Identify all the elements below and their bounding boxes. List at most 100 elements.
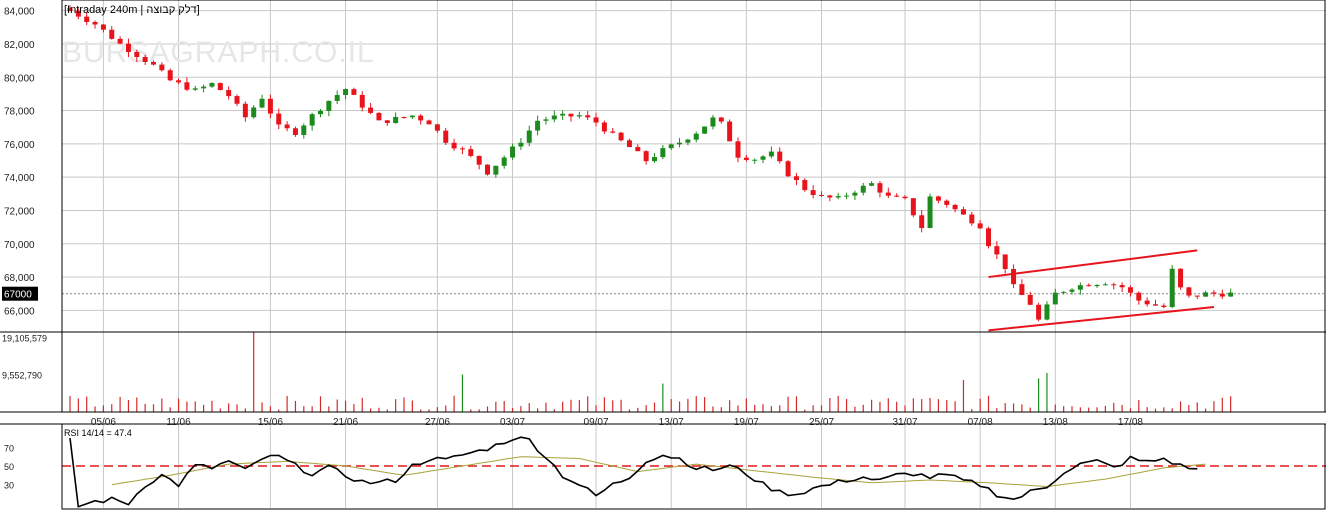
candle[interactable] <box>476 155 482 170</box>
candle[interactable] <box>393 112 399 124</box>
candle[interactable] <box>1186 287 1192 298</box>
candle[interactable] <box>1027 291 1033 306</box>
candle[interactable] <box>334 90 340 105</box>
candle[interactable] <box>1069 288 1075 295</box>
candle[interactable] <box>309 112 315 131</box>
candle[interactable] <box>944 199 950 208</box>
candle[interactable] <box>1036 302 1042 322</box>
candle[interactable] <box>977 220 983 229</box>
candle[interactable] <box>710 115 716 130</box>
candle[interactable] <box>234 94 240 107</box>
candle[interactable] <box>301 123 307 139</box>
candle[interactable] <box>117 36 123 45</box>
candle[interactable] <box>760 155 766 164</box>
candle[interactable] <box>960 206 966 216</box>
candle[interactable] <box>693 131 699 143</box>
candle[interactable] <box>777 147 783 164</box>
candle[interactable] <box>1169 265 1175 309</box>
candle[interactable] <box>1211 290 1217 297</box>
candle[interactable] <box>585 111 591 121</box>
candle[interactable] <box>660 144 666 160</box>
candle[interactable] <box>192 85 198 91</box>
candle[interactable] <box>919 210 925 233</box>
candle[interactable] <box>92 20 98 29</box>
candle[interactable] <box>819 191 824 197</box>
candle[interactable] <box>910 197 916 218</box>
candle[interactable] <box>1219 289 1225 299</box>
candle[interactable] <box>860 182 866 196</box>
candle[interactable] <box>176 78 182 85</box>
candle[interactable] <box>434 123 440 133</box>
candle[interactable] <box>626 138 632 148</box>
candle[interactable] <box>576 111 582 119</box>
candle[interactable] <box>668 143 674 150</box>
candle[interactable] <box>802 178 808 192</box>
candle[interactable] <box>259 94 265 109</box>
candle[interactable] <box>1086 283 1092 287</box>
candle[interactable] <box>109 26 115 40</box>
candle[interactable] <box>1102 282 1108 286</box>
candle[interactable] <box>827 194 833 202</box>
candle[interactable] <box>835 192 841 200</box>
candle[interactable] <box>351 87 357 96</box>
candle[interactable] <box>618 131 624 142</box>
candle[interactable] <box>635 144 641 152</box>
candle[interactable] <box>877 181 883 198</box>
candle[interactable] <box>167 68 173 82</box>
candle[interactable] <box>743 154 749 162</box>
candle[interactable] <box>1044 301 1050 321</box>
candle[interactable] <box>426 119 432 125</box>
candle[interactable] <box>685 138 691 146</box>
candle[interactable] <box>1119 282 1125 293</box>
volume-panel[interactable] <box>69 332 1232 412</box>
candle[interactable] <box>493 165 499 178</box>
candle[interactable] <box>768 146 774 159</box>
candle[interactable] <box>1019 279 1025 296</box>
candle[interactable] <box>501 155 507 169</box>
candle[interactable] <box>292 126 298 137</box>
candle[interactable] <box>986 226 991 249</box>
candle[interactable] <box>593 112 599 127</box>
candle[interactable] <box>284 121 290 132</box>
candle[interactable] <box>443 128 449 146</box>
candle[interactable] <box>142 54 148 65</box>
rsi-panel[interactable] <box>62 436 1326 508</box>
candle[interactable] <box>677 137 683 148</box>
candle[interactable] <box>326 100 332 117</box>
candle[interactable] <box>1111 282 1117 290</box>
candle[interactable] <box>652 153 657 163</box>
candle[interactable] <box>568 113 574 122</box>
candle[interactable] <box>526 125 532 147</box>
candle[interactable] <box>184 77 190 91</box>
candle[interactable] <box>752 158 758 164</box>
candle[interactable] <box>785 160 791 177</box>
candle[interactable] <box>125 38 131 58</box>
candle[interactable] <box>927 193 933 229</box>
candle[interactable] <box>735 137 741 163</box>
price-panel[interactable] <box>67 5 1234 332</box>
candle[interactable] <box>1161 303 1167 309</box>
candle[interactable] <box>1052 288 1058 305</box>
candle[interactable] <box>1178 268 1184 290</box>
candle[interactable] <box>418 114 424 125</box>
candle[interactable] <box>1144 297 1150 307</box>
candle[interactable] <box>459 146 465 155</box>
candle[interactable] <box>368 102 374 115</box>
candle[interactable] <box>535 115 541 136</box>
candle[interactable] <box>727 119 733 142</box>
candle[interactable] <box>601 120 607 134</box>
candle[interactable] <box>384 120 390 126</box>
candle[interactable] <box>610 127 616 134</box>
candle[interactable] <box>251 105 257 119</box>
candle[interactable] <box>1094 284 1100 288</box>
candle[interactable] <box>994 241 1000 260</box>
candle[interactable] <box>67 5 73 12</box>
candle[interactable] <box>134 49 140 63</box>
candle[interactable] <box>401 116 407 119</box>
candle[interactable] <box>1228 288 1234 297</box>
candle[interactable] <box>226 86 232 100</box>
candle[interactable] <box>485 164 490 176</box>
candle[interactable] <box>468 145 474 158</box>
candle[interactable] <box>1153 299 1158 307</box>
